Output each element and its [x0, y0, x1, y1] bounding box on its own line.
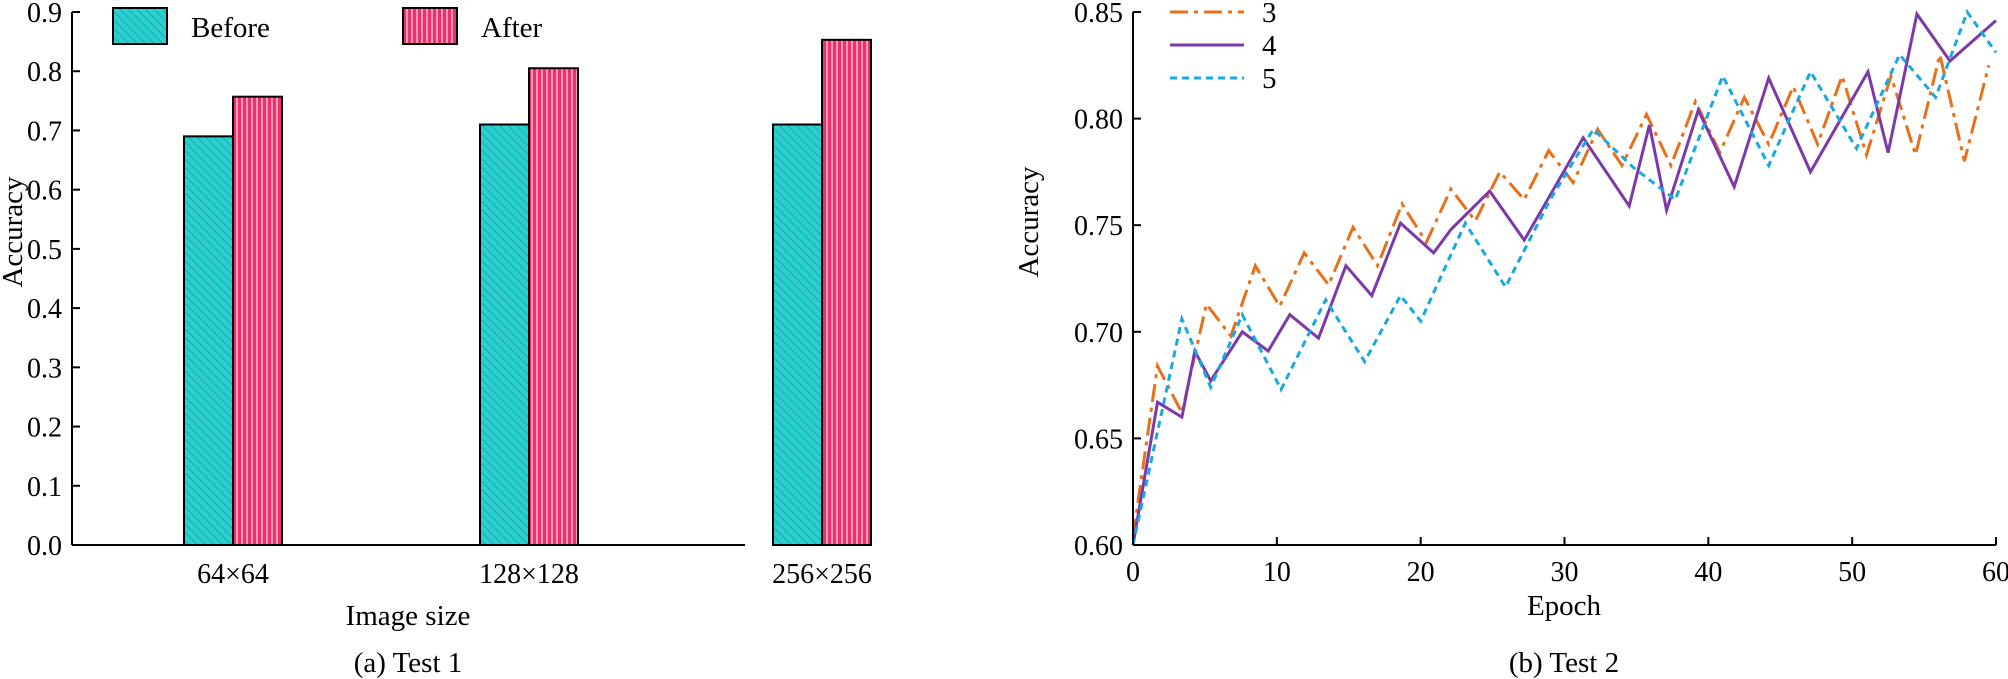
- y-tick-label: 0.80: [1074, 105, 1123, 136]
- y-tick-label: 0.5: [27, 235, 62, 266]
- bar-before: [772, 123, 823, 547]
- x-tick-label: 50: [1838, 557, 1866, 588]
- y-tick-label: 0.75: [1074, 211, 1123, 242]
- y-tick-label: 0.2: [27, 413, 62, 444]
- bar-before: [183, 135, 234, 546]
- bar-before: [479, 123, 530, 547]
- x-axis-label-a: Image size: [346, 600, 471, 632]
- x-tick-label: 128×128: [479, 559, 579, 590]
- y-axis-label-a: Accuracy: [0, 176, 29, 288]
- y-tick-label: 0.85: [1074, 0, 1123, 29]
- y-tick-label: 0.60: [1074, 531, 1123, 562]
- x-tick-label: 30: [1551, 557, 1579, 588]
- legend-swatch: [402, 7, 458, 45]
- caption-a: (a) Test 1: [354, 647, 463, 679]
- x-axis-label-b: Epoch: [1527, 590, 1602, 622]
- bar-series: [183, 38, 872, 547]
- y-tick-label: 0.6: [27, 176, 62, 207]
- x-tick-label: 40: [1694, 557, 1722, 588]
- y-axis-ticks-b: 0.60 0.65 0.70 0.75 0.80 0.85: [1074, 0, 1141, 562]
- line-chart-panel: 0.60 0.65 0.70 0.75 0.80 0.85 0 10 20 30 40 50 60 E…: [1013, 0, 2008, 679]
- legend-label: After: [481, 12, 543, 44]
- series-line-5: [1131, 8, 1998, 546]
- legend-label: 4: [1262, 30, 1277, 62]
- legend-b: 345: [1170, 0, 1277, 95]
- series-line-3: [1131, 54, 1991, 537]
- y-tick-label: 0.65: [1074, 424, 1123, 455]
- y-tick-label: 0.9: [27, 0, 62, 29]
- y-axis-label-b: Accuracy: [1013, 166, 1045, 278]
- x-axis-ticks-b: 0 10 20 30 40 50 60: [1126, 537, 2008, 588]
- bar-after: [232, 95, 283, 546]
- y-tick-label: 0.0: [27, 531, 62, 562]
- y-tick-label: 0.70: [1074, 318, 1123, 349]
- bar-after: [821, 38, 872, 547]
- y-tick-label: 0.7: [27, 116, 62, 147]
- y-axis-ticks-a: 0.0 0.1 0.2 0.3 0.4 0.5 0.6 0.7 0.8 0.9: [27, 0, 80, 562]
- legend-a: Before After: [112, 7, 543, 45]
- x-tick-label: 0: [1126, 557, 1140, 588]
- y-tick-label: 0.1: [27, 472, 62, 503]
- series-line-4: [1131, 10, 1997, 546]
- y-tick-label: 0.8: [27, 57, 62, 88]
- x-tick-label: 10: [1263, 557, 1291, 588]
- legend-label: 3: [1262, 0, 1277, 29]
- y-tick-label: 0.3: [27, 353, 62, 384]
- y-tick-label: 0.4: [27, 294, 62, 325]
- bar-chart-panel: 0.0 0.1 0.2 0.3 0.4 0.5 0.6 0.7 0.8 0.9 64×64 128×…: [0, 0, 872, 679]
- x-tick-labels-a: 64×64 128×128 256×256: [197, 537, 872, 590]
- caption-b: (b) Test 2: [1509, 647, 1619, 679]
- legend-label: 5: [1262, 63, 1277, 95]
- line-series: [1131, 8, 1998, 546]
- bar-after: [528, 67, 579, 546]
- legend-label: Before: [191, 12, 270, 44]
- x-tick-label: 60: [1982, 557, 2008, 588]
- x-tick-label: 256×256: [772, 559, 872, 590]
- x-tick-label: 20: [1407, 557, 1435, 588]
- x-tick-label: 64×64: [197, 559, 269, 590]
- legend-swatch: [112, 7, 168, 45]
